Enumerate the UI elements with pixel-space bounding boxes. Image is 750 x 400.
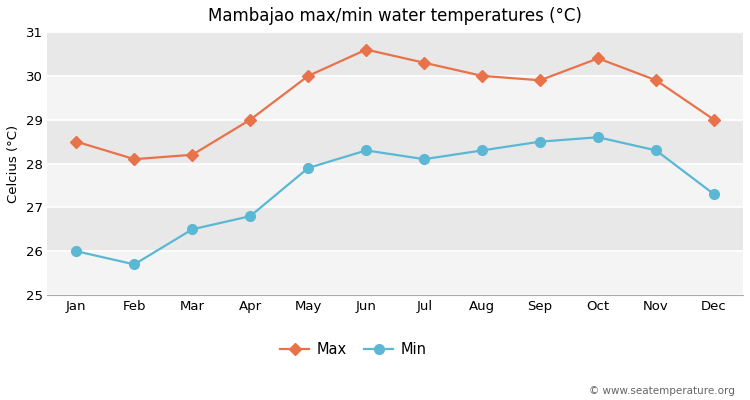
Min xyxy=(593,135,602,140)
Min xyxy=(130,262,139,267)
Max xyxy=(536,78,544,83)
Min xyxy=(304,166,313,170)
Max xyxy=(246,117,255,122)
Text: © www.seatemperature.org: © www.seatemperature.org xyxy=(590,386,735,396)
Min xyxy=(478,148,487,153)
Legend: Max, Min: Max, Min xyxy=(274,336,433,363)
Min xyxy=(246,214,255,218)
Line: Max: Max xyxy=(72,46,718,163)
Min xyxy=(652,148,661,153)
Min xyxy=(710,192,718,197)
Y-axis label: Celcius (°C): Celcius (°C) xyxy=(7,124,20,203)
Min xyxy=(420,157,429,162)
Max xyxy=(72,139,81,144)
Title: Mambajao max/min water temperatures (°C): Mambajao max/min water temperatures (°C) xyxy=(209,7,582,25)
Max xyxy=(478,74,487,78)
Bar xyxy=(47,76,743,120)
Min xyxy=(188,227,196,232)
Line: Min: Min xyxy=(71,132,719,269)
Min xyxy=(72,249,81,254)
Min xyxy=(536,139,544,144)
Bar xyxy=(47,251,743,295)
Max xyxy=(420,60,429,65)
Max xyxy=(304,74,313,78)
Max xyxy=(362,47,370,52)
Max xyxy=(593,56,602,61)
Max xyxy=(710,117,718,122)
Min xyxy=(362,148,370,153)
Max xyxy=(652,78,661,83)
Max xyxy=(188,152,196,157)
Max xyxy=(130,157,139,162)
Bar xyxy=(47,164,743,207)
